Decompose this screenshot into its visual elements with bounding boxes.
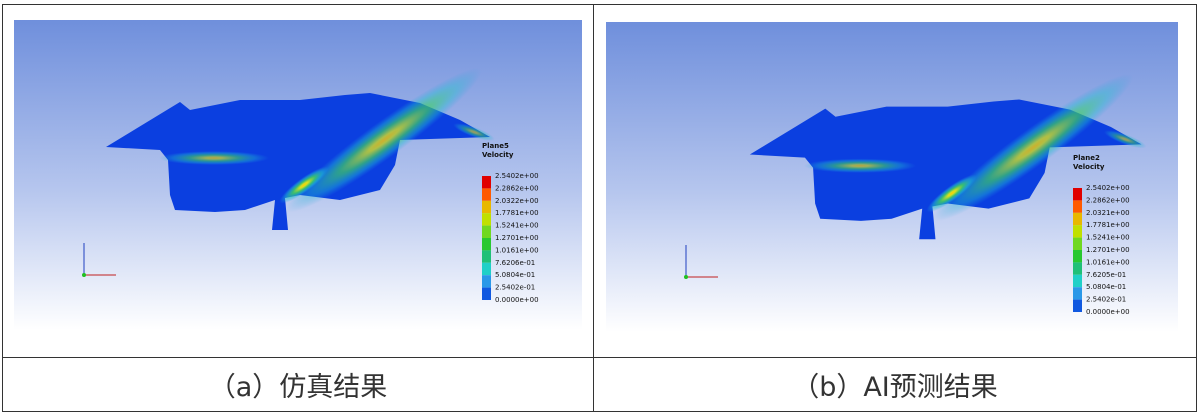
colorbar-segment xyxy=(482,176,491,189)
colorbar-segment xyxy=(1073,237,1082,250)
colorbar-segment xyxy=(1073,200,1082,213)
legend-label: 2.5402e+00 xyxy=(495,172,539,180)
legend-label: 1.7781e+00 xyxy=(495,209,539,217)
colorbar-segment xyxy=(482,200,491,214)
colorbar-segment xyxy=(1073,287,1082,300)
legend-label: 2.0322e+00 xyxy=(495,197,539,205)
legend-label: 1.5241e+00 xyxy=(1086,234,1130,242)
colorbar-segment xyxy=(482,287,491,300)
colorbar-segment xyxy=(482,238,491,251)
legend-label: 0.0000e+00 xyxy=(495,296,539,304)
colorbar-segment xyxy=(482,262,491,276)
legend-label: 7.6206e-01 xyxy=(495,259,535,267)
colorbar-segment xyxy=(1073,274,1082,288)
legend-label: 2.2862e+00 xyxy=(495,184,539,192)
legend-label: 2.5402e-01 xyxy=(1086,296,1126,304)
legend-label: 2.5402e-01 xyxy=(495,284,535,292)
origin xyxy=(82,273,86,277)
caption-cell-b xyxy=(593,357,1197,412)
colorbar-segment xyxy=(482,213,491,226)
legend-label: 1.2701e+00 xyxy=(495,234,539,242)
left-jet xyxy=(803,158,917,173)
main-jet xyxy=(286,67,482,213)
legend-subtitle: Velocity xyxy=(482,151,514,159)
colorbar-segment xyxy=(1073,225,1082,238)
legend-label: 1.0161e+00 xyxy=(1086,258,1130,266)
colorbar-segment xyxy=(482,250,491,263)
colorbar-segment xyxy=(1073,262,1082,275)
legend-title: Plane5 xyxy=(482,142,509,150)
caption: （a）仿真结果 xyxy=(208,371,388,403)
legend-label: 5.0804e-01 xyxy=(495,271,535,279)
caption: （b）AI预测结果 xyxy=(792,371,998,403)
left-jet xyxy=(159,151,269,165)
right-tip xyxy=(1104,130,1147,149)
colorbar-segment xyxy=(482,275,491,288)
colorbar-segment xyxy=(1073,299,1082,312)
colorbar-segment xyxy=(482,225,491,238)
legend-title: Plane2 xyxy=(1073,154,1100,162)
legend-label: 0.0000e+00 xyxy=(1086,308,1130,316)
legend-label: 5.0804e-01 xyxy=(1086,283,1126,291)
legend-label: 1.2701e+00 xyxy=(1086,246,1130,254)
right-tip xyxy=(453,123,495,141)
legend-label: 1.7781e+00 xyxy=(1086,221,1130,229)
legend-subtitle: Velocity xyxy=(1073,163,1105,171)
legend-label: 1.5241e+00 xyxy=(495,222,539,230)
colorbar-segment xyxy=(1073,188,1082,201)
origin xyxy=(684,275,688,279)
colorbar-segment xyxy=(1073,250,1082,263)
legend-label: 1.0161e+00 xyxy=(495,246,539,254)
colorbar-segment xyxy=(1073,212,1082,226)
geometry xyxy=(106,67,495,230)
legend-label: 2.2862e+00 xyxy=(1086,196,1130,204)
jet-core xyxy=(279,166,329,204)
main-jet xyxy=(933,73,1134,221)
legend-label: 7.6205e-01 xyxy=(1086,271,1126,279)
colorbar-segment xyxy=(482,188,491,201)
jet-core xyxy=(926,174,977,213)
geometry xyxy=(749,73,1147,240)
legend-label: 2.0321e+00 xyxy=(1086,209,1130,217)
legend-label: 2.5402e+00 xyxy=(1086,184,1130,192)
